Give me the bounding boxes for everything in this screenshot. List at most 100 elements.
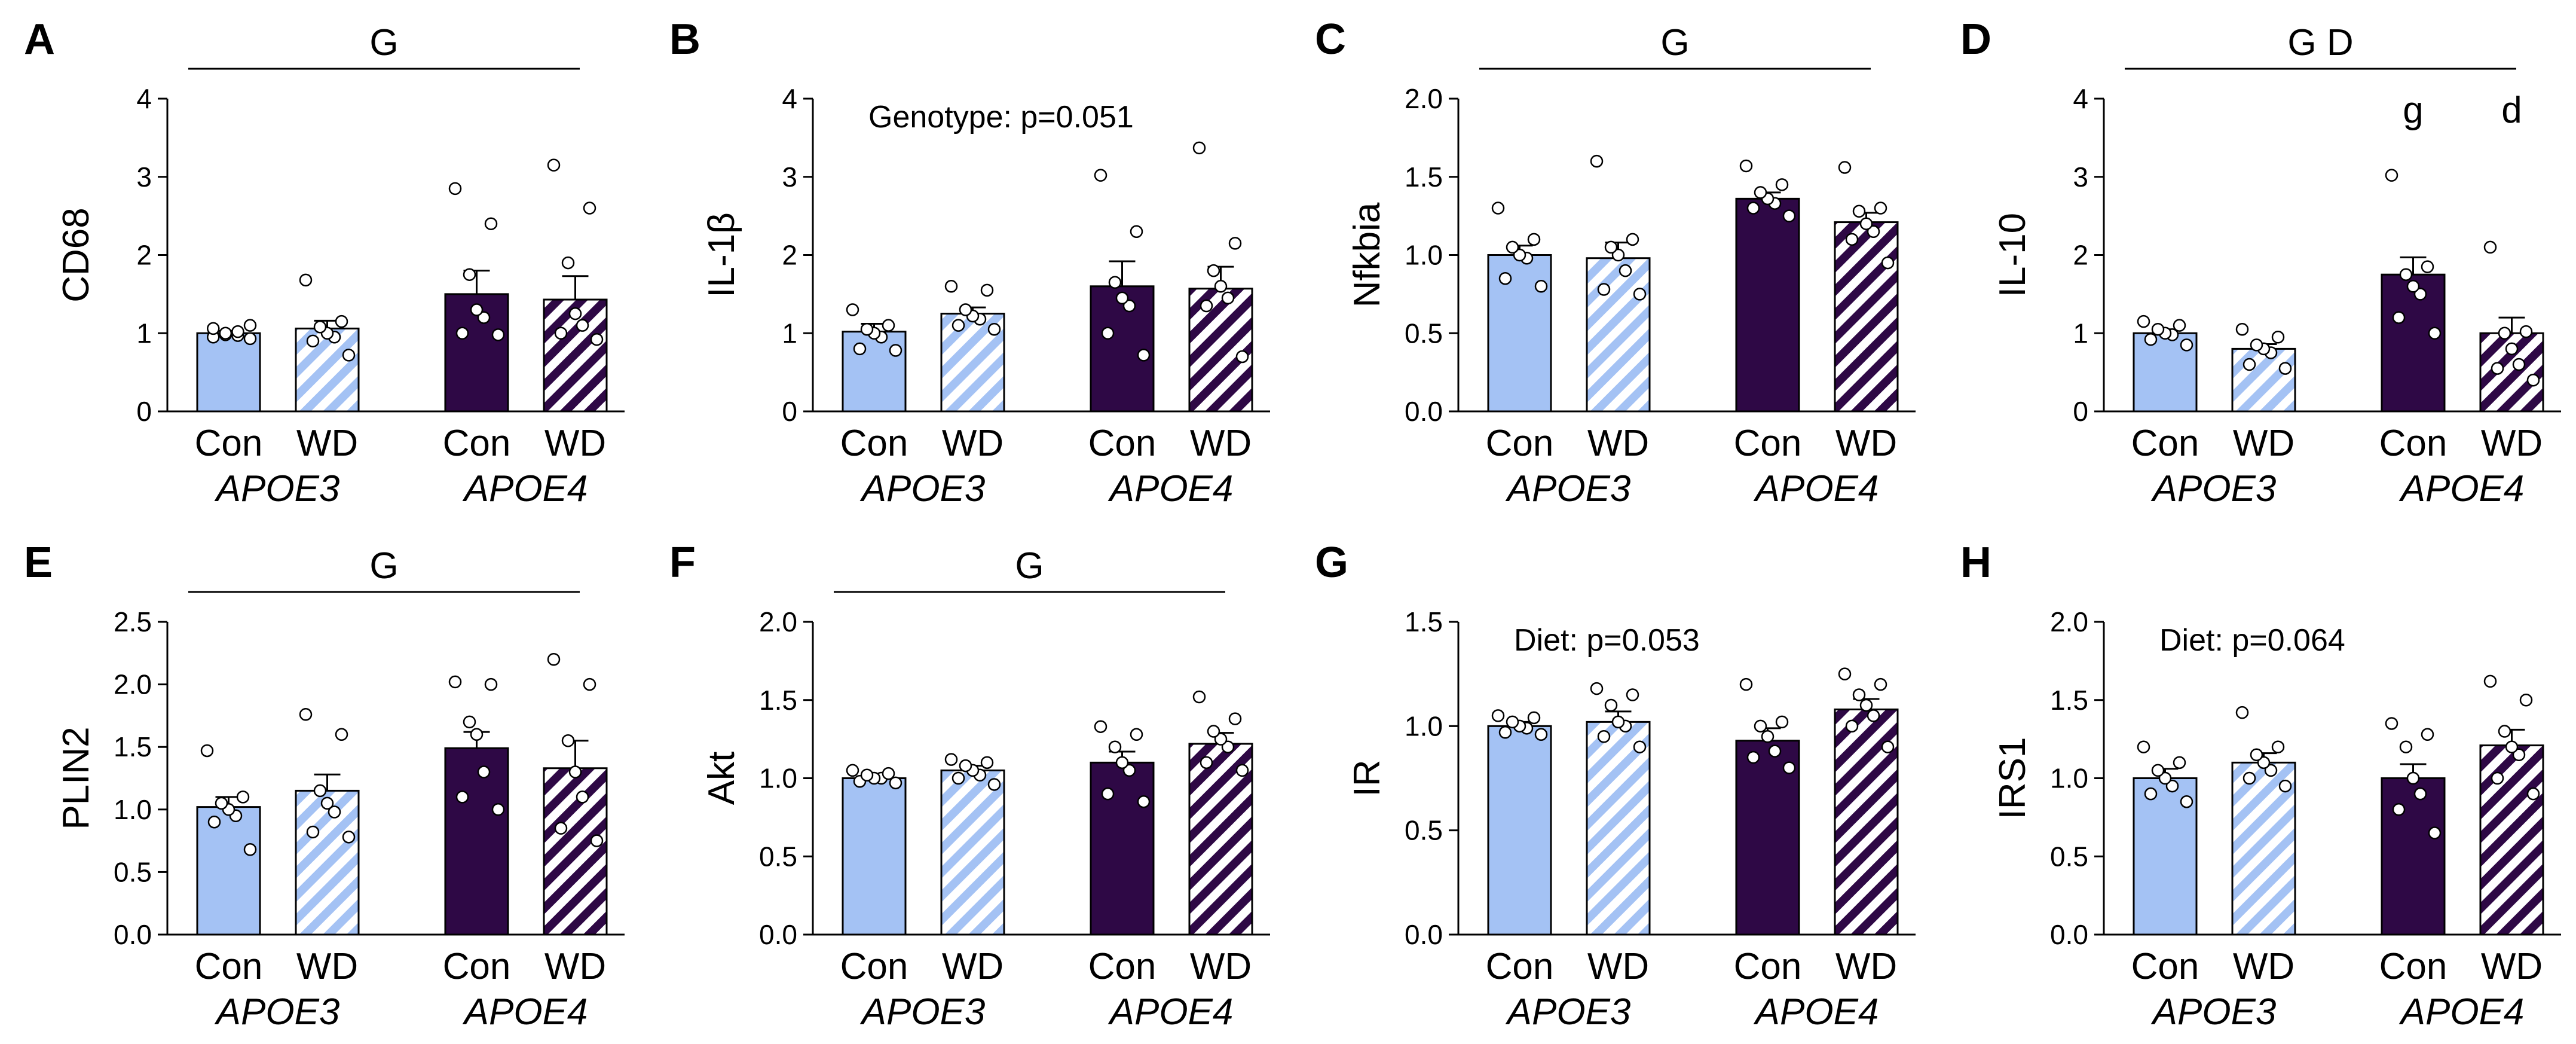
data-point — [980, 283, 994, 297]
data-point — [1739, 677, 1753, 691]
genotype-label: APOE3 — [2150, 991, 2277, 1033]
data-point — [2173, 319, 2186, 332]
data-point — [243, 319, 257, 332]
data-point — [2413, 288, 2427, 301]
data-point — [1867, 709, 1880, 722]
data-point — [463, 715, 476, 729]
data-point — [882, 319, 895, 332]
x-category-label: Con — [443, 946, 511, 987]
data-point — [2137, 740, 2150, 753]
x-category-label: WD — [544, 946, 606, 987]
data-point — [2392, 803, 2406, 816]
y-tick-label: 2.0 — [1405, 83, 1443, 114]
y-tick-label: 0 — [782, 396, 797, 427]
data-point — [2180, 338, 2193, 352]
bar-apoe4-con — [444, 747, 509, 936]
y-tick-label: 1.5 — [1405, 161, 1443, 193]
y-tick-label: 4 — [136, 83, 152, 114]
data-point — [1604, 698, 1618, 712]
p-value-annotation: Genotype: p=0.051 — [868, 100, 1134, 135]
y-tick-label: 4 — [2073, 83, 2088, 114]
genotype-label: APOE4 — [1753, 468, 1879, 509]
genotype-label: APOE4 — [462, 468, 588, 509]
data-point — [2399, 268, 2413, 281]
data-point — [1130, 728, 1143, 741]
data-point — [1604, 240, 1618, 254]
data-point — [1221, 291, 1235, 305]
data-point — [1754, 719, 1767, 733]
bar-apoe4-con — [2381, 273, 2446, 413]
y-tick-label: 0 — [136, 396, 152, 427]
y-tick-label: 0.0 — [114, 919, 152, 950]
x-category-label: Con — [1088, 946, 1157, 987]
data-point — [2421, 728, 2434, 741]
data-point — [2413, 787, 2427, 801]
data-point — [243, 332, 257, 346]
data-point — [1094, 169, 1108, 182]
x-category-label: WD — [296, 423, 358, 464]
data-point — [1874, 202, 1887, 215]
data-point — [1845, 719, 1859, 733]
data-point — [1200, 299, 1213, 313]
bar-apoe4-con — [1090, 285, 1155, 413]
x-category-label: WD — [1587, 423, 1649, 464]
y-tick-label: 0.0 — [1405, 396, 1443, 427]
y-tick-label: 0.0 — [2050, 919, 2088, 950]
data-point — [2278, 362, 2292, 375]
data-point — [2399, 740, 2413, 753]
genotype-label: APOE4 — [1108, 468, 1234, 509]
genotype-label: APOE4 — [1108, 991, 1234, 1033]
data-point — [1867, 225, 1880, 239]
data-point — [944, 280, 958, 293]
data-point — [952, 771, 965, 785]
genotype-label: APOE3 — [214, 991, 340, 1033]
data-point — [335, 315, 348, 328]
data-point — [959, 303, 972, 316]
data-point — [952, 319, 965, 332]
data-point — [2483, 674, 2497, 688]
data-point — [2512, 748, 2526, 762]
data-point — [590, 332, 604, 346]
data-point — [2144, 332, 2158, 346]
data-point — [484, 677, 498, 691]
significance-label: G D — [2287, 22, 2353, 63]
data-point — [1122, 764, 1136, 777]
y-tick-label: 0.5 — [1405, 318, 1443, 349]
data-point — [470, 728, 484, 741]
data-point — [463, 268, 476, 281]
x-category-label: Con — [2379, 423, 2447, 464]
genotype-label: APOE3 — [859, 991, 986, 1033]
data-point — [2428, 826, 2442, 840]
data-point — [2483, 240, 2497, 254]
data-point — [846, 764, 859, 777]
data-point — [889, 776, 902, 790]
y-axis-label: CD68 — [56, 207, 97, 303]
x-category-label: Con — [195, 423, 263, 464]
x-category-label: WD — [2233, 423, 2294, 464]
genotype-label: APOE4 — [1753, 991, 1879, 1033]
data-point — [1200, 756, 1213, 770]
data-point — [2385, 169, 2398, 182]
data-point — [313, 784, 327, 798]
bar-apoe3-con — [1487, 725, 1552, 936]
data-point — [1214, 280, 1228, 293]
data-point — [2392, 311, 2406, 324]
x-category-label: WD — [1835, 423, 1897, 464]
data-point — [342, 831, 356, 844]
data-point — [987, 322, 1001, 336]
y-axis-label: Nfkbia — [1347, 202, 1388, 307]
data-point — [1619, 264, 1632, 277]
data-point — [1506, 715, 1519, 729]
data-point — [1214, 732, 1228, 746]
data-point — [470, 303, 484, 316]
y-tick-label: 1.5 — [2050, 685, 2088, 716]
data-point — [1235, 350, 1249, 364]
bar-apoe4-wd — [543, 767, 608, 936]
genotype-label: APOE4 — [2398, 991, 2525, 1033]
y-tick-label: 2.5 — [114, 606, 152, 637]
y-tick-label: 0.5 — [1405, 815, 1443, 846]
x-category-label: WD — [942, 946, 1004, 987]
data-point — [1626, 688, 1639, 701]
